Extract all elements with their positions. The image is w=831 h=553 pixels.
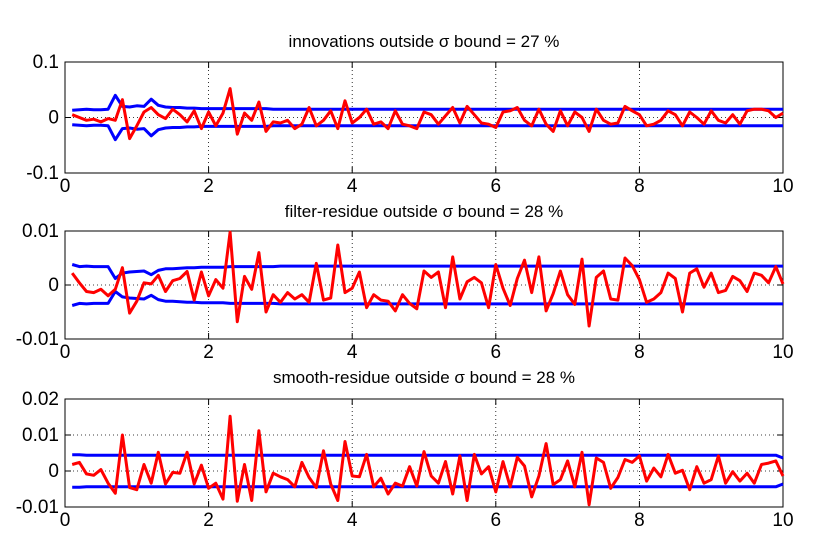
- filter-residue-lower-bound-line: [71, 290, 783, 307]
- innovations-ytick-label: -0.1: [26, 163, 59, 184]
- smooth-residue-ytick-label: 0.02: [22, 389, 59, 410]
- smooth-residue-panel: smooth-residue outside σ bound = 28 % 0 2…: [16, 368, 794, 531]
- smooth-residue-lower-bound-line: [72, 482, 784, 489]
- filter-residue-ytick-label: 0: [48, 275, 59, 296]
- smooth-residue-xtick-label: 0: [60, 510, 71, 531]
- filter-residue-upper-bound-line: [71, 263, 783, 280]
- smooth-residue-xtick-label: 6: [491, 510, 502, 531]
- innovations-xtick-label: 6: [491, 176, 502, 197]
- innovations-residual-line: [71, 87, 784, 141]
- smooth-residue-xtick-label: 4: [347, 510, 358, 531]
- smooth-residue-residual-line: [71, 414, 785, 507]
- smooth-residue-ytick-label: 0: [48, 461, 59, 482]
- filter-residue-xtick-label: 6: [491, 342, 502, 363]
- innovations-xtick-label: 0: [60, 176, 71, 197]
- filter-residue-ytick-label: 0.01: [22, 221, 59, 242]
- smooth-residue-ytick-label: -0.01: [16, 497, 59, 518]
- innovations-xtick-label: 2: [203, 176, 214, 197]
- innovations-panel: innovations outside σ bound = 27 % 0 2 4 6 8…: [26, 32, 793, 197]
- innovations-xtick-label: 4: [347, 176, 358, 197]
- filter-residue-panel: filter-residue outside σ bound = 28 % 0 2…: [16, 202, 794, 363]
- innovations-xtick-label: 8: [634, 176, 645, 197]
- filter-residue-xtick-label: 2: [203, 342, 214, 363]
- innovations-axes: [64, 61, 784, 174]
- innovations-xtick-label: 10: [772, 176, 793, 197]
- filter-residue-xtick-label: 4: [347, 342, 358, 363]
- filter-residue-ytick-label: -0.01: [16, 329, 59, 350]
- innovations-title: innovations outside σ bound = 27 %: [289, 32, 560, 51]
- innovations-lower-bound-line: [72, 123, 783, 142]
- filter-residue-xtick-label: 0: [60, 342, 71, 363]
- filter-residue-xtick-label: 10: [772, 342, 793, 363]
- smooth-residue-xtick-label: 10: [772, 510, 793, 531]
- filter-residue-xtick-label: 8: [634, 342, 645, 363]
- smooth-residue-title: smooth-residue outside σ bound = 28 %: [273, 368, 575, 387]
- smooth-residue-upper-bound-line: [72, 453, 784, 460]
- smooth-residue-xtick-label: 8: [634, 510, 645, 531]
- smooth-residue-xtick-label: 2: [203, 510, 214, 531]
- filter-residue-residual-line: [70, 230, 785, 328]
- filter-residue-title: filter-residue outside σ bound = 28 %: [285, 202, 563, 221]
- innovations-upper-bound-line: [72, 93, 783, 112]
- innovations-ytick-label: 0: [48, 108, 59, 129]
- innovations-ytick-label: 0.1: [33, 52, 59, 73]
- smooth-residue-ytick-label: 0.01: [22, 425, 59, 446]
